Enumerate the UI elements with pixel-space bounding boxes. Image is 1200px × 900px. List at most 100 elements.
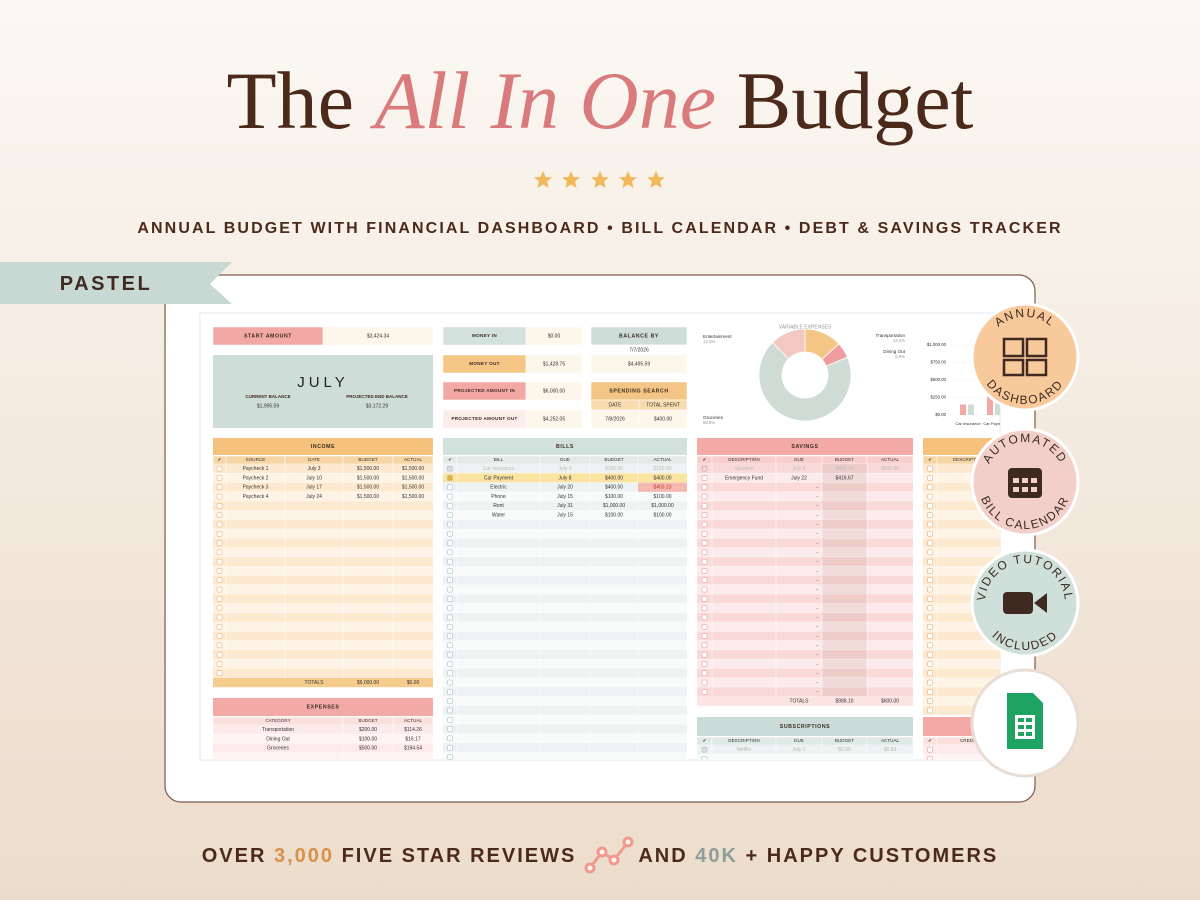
table-header (443, 438, 687, 455)
checkbox (447, 531, 453, 537)
checkbox (447, 679, 453, 686)
column-shade (822, 584, 867, 595)
table-row (443, 659, 687, 669)
bar (987, 387, 993, 415)
checkbox (216, 540, 223, 546)
table-row (443, 687, 687, 697)
ribbon (0, 262, 232, 304)
table-row (213, 734, 433, 744)
table-row (443, 501, 687, 511)
checkbox (447, 512, 453, 518)
checkbox (701, 521, 708, 528)
checkbox (447, 670, 453, 676)
column-shade (822, 631, 867, 641)
table-row (697, 501, 913, 511)
cell-text: - (816, 605, 818, 611)
checkbox (927, 577, 933, 583)
title-part: The (227, 55, 354, 146)
checkbox (701, 756, 708, 760)
cell-text: July 17 (306, 485, 322, 491)
title-part: Budget (737, 55, 974, 146)
table-row (923, 603, 1000, 613)
checkbox (701, 540, 708, 546)
checkbox (701, 503, 708, 509)
cell-text: $1,500.00 (402, 494, 424, 500)
table-row (213, 622, 433, 632)
cell-text: DESCRIPTION (953, 457, 984, 462)
table-row (443, 631, 687, 641)
column-shade (822, 612, 867, 623)
bar (960, 404, 966, 415)
checkbox (447, 465, 453, 472)
cell-text: CURRENT BALANCE (245, 394, 290, 399)
cell-text: July 22 (791, 475, 807, 481)
table-row (213, 575, 433, 585)
cell-text: - (816, 652, 818, 658)
trend-icon (584, 836, 634, 874)
cell-text: $400.00 (605, 485, 623, 491)
table-row (443, 566, 687, 576)
cell-text: $1,995.59 (257, 403, 279, 409)
totals-row (697, 696, 913, 706)
cell-text: TOTALS (790, 698, 810, 704)
cell-text: CATEGORY (265, 718, 290, 723)
checkbox (216, 484, 223, 490)
table-row (923, 529, 1000, 539)
cell-text: Dining Out (266, 736, 290, 742)
month-panel (213, 355, 433, 428)
cell-text: - (816, 531, 818, 537)
table-row (923, 631, 1000, 641)
cell-text: MONEY OUT (469, 361, 499, 366)
cell-text: $833.33 (835, 466, 853, 472)
cell-text: July 8 (558, 475, 571, 481)
cell-text: - (816, 671, 818, 677)
totals-row (213, 677, 433, 688)
cell-text: $100.00 (653, 494, 671, 500)
checkbox (927, 484, 933, 490)
cell-text: $3,424.34 (367, 333, 389, 339)
table-row (443, 557, 687, 567)
table-row (923, 612, 1000, 623)
cell-text: ✔ (928, 738, 932, 743)
badge-icon (1008, 468, 1042, 498)
cell-text: 5.5% (895, 354, 905, 359)
table-row (697, 566, 913, 576)
table-row (443, 491, 687, 502)
table-row (213, 557, 433, 567)
checkbox (216, 577, 223, 583)
table-row (923, 650, 1000, 660)
cell-text: July 24 (306, 494, 322, 500)
cell-text: Vacation (734, 466, 753, 472)
cell-text: Water (492, 512, 505, 518)
checkbox (701, 484, 708, 490)
table-row (697, 631, 913, 641)
table-row (923, 538, 1000, 548)
table-row (443, 482, 687, 492)
table-row (443, 668, 687, 678)
cell-text: - (816, 680, 818, 686)
cell-text: $250.00 (930, 395, 946, 400)
cell-text: July 31 (557, 503, 573, 509)
table-row (443, 529, 687, 539)
cell-text: - (816, 624, 818, 630)
cell-text: TOTALS (305, 680, 325, 686)
column-shade (822, 622, 867, 632)
checkbox (216, 512, 223, 518)
table-row (443, 473, 687, 483)
table-row (923, 640, 1000, 650)
cell-text: ACTUAL (404, 718, 423, 723)
cell-text: Car Payment (484, 475, 514, 481)
checkbox (701, 661, 708, 667)
checkbox (927, 746, 933, 753)
table-row (923, 705, 1000, 716)
table-row (443, 594, 687, 604)
icon-part (1002, 358, 1025, 377)
sheets-badge (970, 668, 1080, 778)
table-row (213, 473, 433, 483)
checkbox (447, 642, 453, 649)
table-row (443, 696, 687, 706)
checkbox (927, 670, 933, 676)
checkbox (701, 605, 708, 611)
cell-text: DESCRIPTION (728, 457, 759, 462)
